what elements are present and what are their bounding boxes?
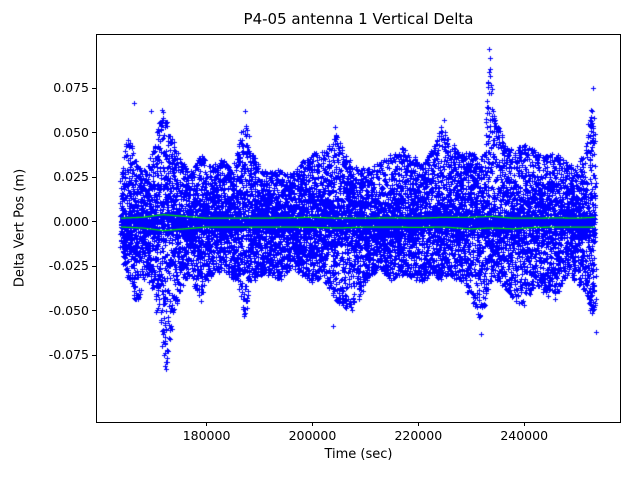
y-tick-label: 0.075 xyxy=(53,80,89,96)
chart-title: P4-05 antenna 1 Vertical Delta xyxy=(243,10,474,28)
y-tick-label: 0.050 xyxy=(53,124,89,140)
x-tick-mark xyxy=(311,422,313,426)
y-tick-label: -0.050 xyxy=(48,302,89,318)
x-tick-label: 220000 xyxy=(394,428,443,443)
x-tick-label: 180000 xyxy=(182,428,231,443)
x-axis-label: Time (sec) xyxy=(324,447,393,462)
plot-area xyxy=(96,34,621,423)
x-tick-mark xyxy=(417,422,419,426)
y-tick-label: -0.075 xyxy=(48,347,89,363)
y-axis-label: Delta Vert Pos (m) xyxy=(12,168,28,288)
y-tick-label: 0.025 xyxy=(53,169,89,185)
x-tick-label: 200000 xyxy=(288,428,337,443)
x-tick-label: 240000 xyxy=(500,428,549,443)
y-tick-mark xyxy=(92,176,96,178)
y-tick-label: -0.025 xyxy=(48,258,89,274)
y-tick-mark xyxy=(92,132,96,134)
y-tick-mark xyxy=(92,87,96,89)
y-tick-mark xyxy=(92,310,96,312)
x-tick-mark xyxy=(523,422,525,426)
x-tick-mark xyxy=(206,422,208,426)
y-tick-label: 0.000 xyxy=(53,213,89,229)
y-tick-mark xyxy=(92,265,96,267)
y-tick-mark xyxy=(92,354,96,356)
y-tick-mark xyxy=(92,221,96,223)
scatter-canvas xyxy=(97,35,620,422)
